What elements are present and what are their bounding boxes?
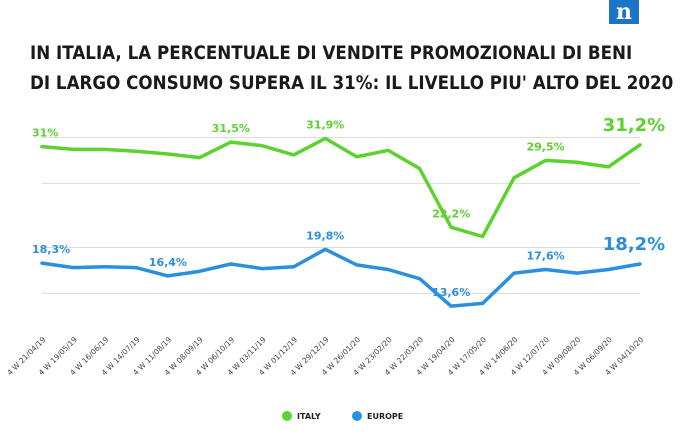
title-line-2: DI LARGO CONSUMO SUPERA IL 31%: IL LIVEL…: [30, 72, 674, 94]
data-label-italy-0: 31%: [32, 127, 58, 140]
data-label-europe-9: 19,8%: [306, 229, 344, 242]
data-label-italy-16: 29,5%: [526, 140, 564, 153]
legend-label-italy: ITALY: [297, 412, 321, 421]
legend-marker-italy: [282, 411, 292, 421]
legend-label-europe: EUROPE: [367, 412, 403, 421]
data-label-italy-6: 31,5%: [212, 122, 250, 135]
title-line-1: IN ITALIA, LA PERCENTUALE DI VENDITE PRO…: [30, 42, 633, 64]
data-label-europe-13: 13,6%: [432, 286, 470, 299]
data-label-europe-0: 18,3%: [32, 243, 70, 256]
chart-title: IN ITALIA, LA PERCENTUALE DI VENDITE PRO…: [30, 38, 674, 98]
series-line-italy: [40, 136, 642, 239]
publisher-logo: n: [609, 0, 639, 24]
data-label-italy-13: 22,2%: [432, 207, 470, 220]
data-label-europe-4: 16,4%: [149, 256, 187, 269]
legend-marker-europe: [352, 411, 362, 421]
data-label-europe-16: 17,6%: [526, 250, 564, 263]
data-label-italy-9: 31,9%: [306, 118, 344, 131]
data-label-europe-19: 18,2%: [603, 234, 665, 255]
data-label-italy-19: 31,2%: [603, 115, 665, 136]
series-line-europe: [40, 247, 642, 308]
